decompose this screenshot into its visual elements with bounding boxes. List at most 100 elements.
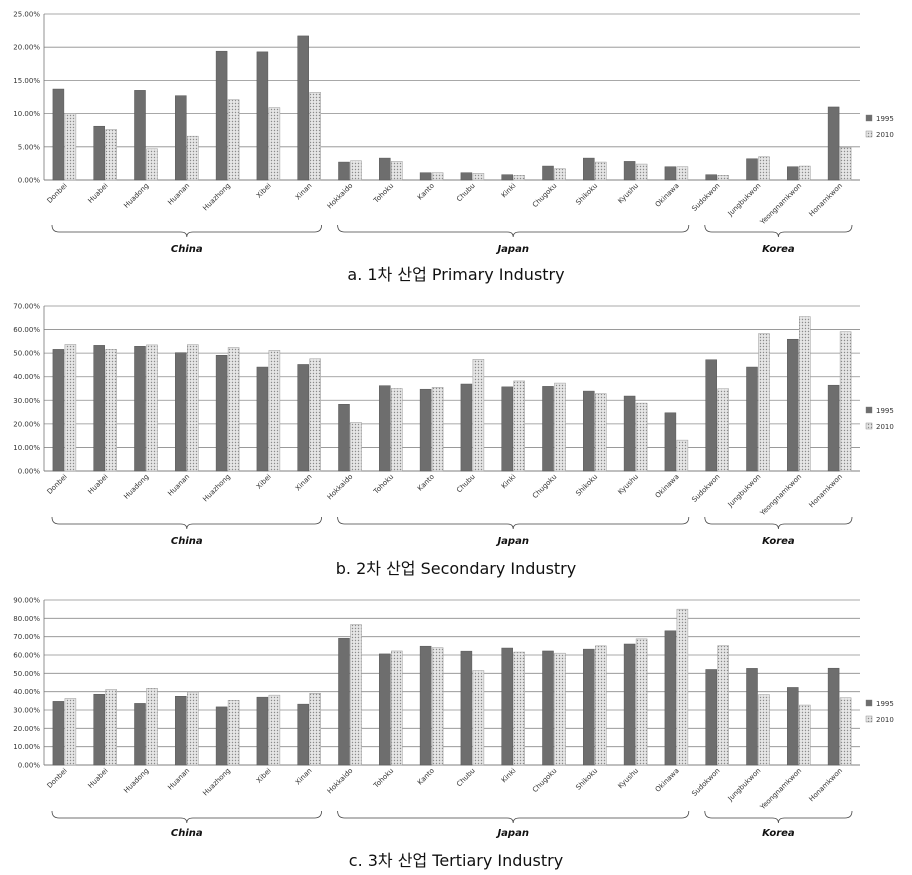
group-label-korea: Korea [762, 536, 795, 547]
legend-swatch-1995 [865, 406, 873, 414]
bar-1995-honamkwon [827, 384, 840, 472]
bar-2010-chugoku [554, 168, 566, 181]
bar-2010-donbei [64, 113, 77, 181]
group-label-china: China [171, 828, 203, 839]
x-category-label: Jungbukwon [726, 473, 763, 510]
bar-1995-yeongnamkwon [787, 338, 799, 472]
x-category-label: Huanan [166, 767, 191, 792]
x-category-label: Hokkaido [326, 767, 355, 796]
bar-1995-sudokwon [705, 359, 717, 472]
y-tick-label: 20.00% [13, 725, 40, 733]
bar-2010-sudokwon [717, 388, 729, 472]
y-tick-label: 50.00% [13, 350, 40, 358]
y-tick-label: 80.00% [13, 615, 40, 623]
x-category-label: Yeongnamkwon [758, 767, 803, 812]
bar-1995-shikoku [583, 390, 595, 472]
bar-1995-kyushu [623, 643, 636, 766]
bar-1995-huabei [93, 693, 105, 766]
bar-1995-chubu [460, 172, 473, 181]
bar-1995-sudokwon [705, 174, 717, 181]
x-category-label: Jungbukwon [726, 182, 763, 219]
bar-2010-kanto [431, 647, 444, 766]
bar-2010-shikoku [595, 161, 607, 181]
legend-label-2010: 2010 [876, 423, 894, 431]
bar-2010-yeongnamkwon [799, 316, 811, 472]
bar-1995-tohoku [379, 157, 391, 181]
x-category-label: Hokkaido [326, 473, 355, 502]
bar-2010-jungbukwon [758, 694, 770, 766]
bar-1995-jungbukwon [746, 158, 758, 181]
bar-1995-honamkwon [827, 106, 840, 181]
x-category-label: Chubu [455, 473, 477, 495]
chart-panel-2: 0.00% 10.00% 20.00% 30.00% 40.00% 50.00% 60.00… [13, 303, 894, 579]
chart-caption: b. 2차 산업 Secondary Industry [336, 559, 576, 578]
bar-1995-yeongnamkwon [787, 687, 799, 766]
bar-1995-chubu [460, 650, 473, 766]
bar-2010-xibei [268, 107, 281, 181]
bar-2010-jungbukwon [758, 333, 770, 472]
bar-1995-huadong [134, 703, 146, 766]
bar-2010-tohoku [391, 388, 403, 472]
bar-2010-yeongnamkwon [799, 704, 811, 766]
group-bracket [704, 516, 853, 530]
group-label-korea: Korea [762, 244, 795, 255]
bar-1995-xibei [256, 366, 269, 472]
bar-2010-yeongnamkwon [799, 165, 811, 181]
x-category-label: Huanan [166, 473, 191, 498]
x-category-label: Kyushu [617, 182, 640, 205]
legend-label-1995: 1995 [876, 700, 894, 708]
x-category-label: Hokkaido [326, 182, 355, 211]
x-category-label: Shikoku [574, 473, 599, 498]
x-category-label: Shikoku [574, 182, 599, 207]
bar-2010-xibei [268, 350, 281, 472]
bar-2010-okinawa [676, 439, 689, 472]
bar-1995-honamkwon [827, 667, 840, 766]
y-tick-label: 0.00% [18, 177, 41, 185]
x-category-label: Tohoku [372, 767, 396, 791]
bar-2010-shikoku [595, 645, 607, 766]
bar-2010-hokkaido [350, 160, 362, 181]
legend-swatch-1995 [865, 699, 873, 707]
bar-2010-huadong [146, 148, 158, 181]
y-tick-label: 0.00% [18, 468, 41, 476]
bar-2010-kanto [431, 172, 444, 181]
chart-caption: c. 3차 산업 Tertiary Industry [349, 851, 563, 870]
y-tick-label: 10.00% [13, 110, 40, 118]
bar-2010-sudokwon [717, 645, 729, 766]
bar-1995-chubu [460, 383, 473, 472]
group-bracket [704, 224, 853, 238]
bar-2010-kinki [513, 380, 525, 472]
bar-2010-kyushu [635, 638, 648, 766]
y-tick-label: 40.00% [13, 373, 40, 381]
bar-2010-huanan [187, 135, 199, 181]
x-category-label: Yeongnamkwon [758, 182, 803, 227]
bar-2010-kyushu [635, 163, 648, 181]
bar-1995-chugoku [542, 650, 554, 766]
x-category-label: Okinawa [654, 473, 681, 500]
group-label-japan: Japan [495, 828, 529, 839]
bar-2010-donbei [64, 344, 77, 472]
bar-1995-hokkaido [338, 638, 350, 766]
x-category-label: Sudokwon [690, 182, 721, 213]
group-bracket [704, 810, 853, 824]
x-category-label: Donbei [46, 182, 69, 205]
bar-1995-okinawa [664, 166, 677, 181]
bar-1995-kinki [501, 174, 513, 181]
bar-2010-huabei [105, 689, 117, 766]
x-category-label: Chugoku [531, 473, 558, 500]
x-category-label: Chubu [455, 767, 477, 789]
x-category-label: Xinan [294, 473, 314, 493]
x-category-label: Kinki [500, 767, 518, 785]
bar-2010-huazhong [227, 99, 240, 181]
x-category-label: Xinan [294, 182, 314, 202]
x-category-label: Xibei [255, 473, 273, 491]
x-category-label: Huabei [87, 182, 110, 205]
x-category-label: Shikoku [574, 767, 599, 792]
x-category-label: Chugoku [531, 767, 558, 794]
y-tick-label: 90.00% [13, 597, 40, 605]
x-category-label: Honamkwon [808, 473, 844, 509]
bar-1995-huadong [134, 90, 146, 181]
x-category-label: Chubu [455, 182, 477, 204]
legend-swatch-2010 [865, 130, 873, 138]
bar-2010-kyushu [635, 402, 648, 472]
